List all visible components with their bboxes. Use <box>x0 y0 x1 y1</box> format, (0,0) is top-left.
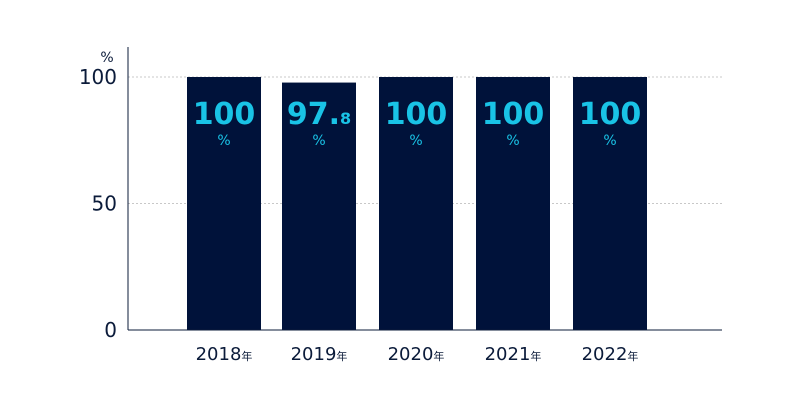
bar-2 <box>379 77 453 330</box>
bar-4 <box>573 77 647 330</box>
data-label-unit-0: % <box>217 133 230 149</box>
x-tick-label-4: 2022年 <box>582 344 639 365</box>
x-tick-label-1: 2019年 <box>291 344 348 365</box>
data-label-1: 97.8 <box>287 97 351 132</box>
data-label-0: 100 <box>193 97 256 132</box>
data-label-unit-2: % <box>409 133 422 149</box>
data-label-4: 100 <box>579 97 642 132</box>
x-tick-label-2: 2020年 <box>388 344 445 365</box>
data-label-unit-1: % <box>312 133 325 149</box>
data-label-3: 100 <box>482 97 545 132</box>
x-tick-label-3: 2021年 <box>485 344 542 365</box>
y-axis-unit: % <box>100 50 113 66</box>
data-label-unit-4: % <box>603 133 616 149</box>
y-axis-ticks: 0 50 100 <box>79 65 117 342</box>
bars <box>187 77 647 330</box>
x-tick-label-0: 2018年 <box>196 344 253 365</box>
x-axis-ticks: 2018年 2019年 2020年 2021年 2022年 <box>196 344 639 365</box>
data-label-2: 100 <box>385 97 448 132</box>
y-tick-label-100: 100 <box>79 65 117 89</box>
data-labels: 100%97.8%100%100%100% <box>193 97 642 149</box>
bar-1 <box>282 82 356 330</box>
axes <box>127 47 722 331</box>
y-tick-label-0: 0 <box>104 318 117 342</box>
bar-0 <box>187 77 261 330</box>
y-tick-label-50: 50 <box>92 192 117 216</box>
data-label-unit-3: % <box>506 133 519 149</box>
bar-3 <box>476 77 550 330</box>
